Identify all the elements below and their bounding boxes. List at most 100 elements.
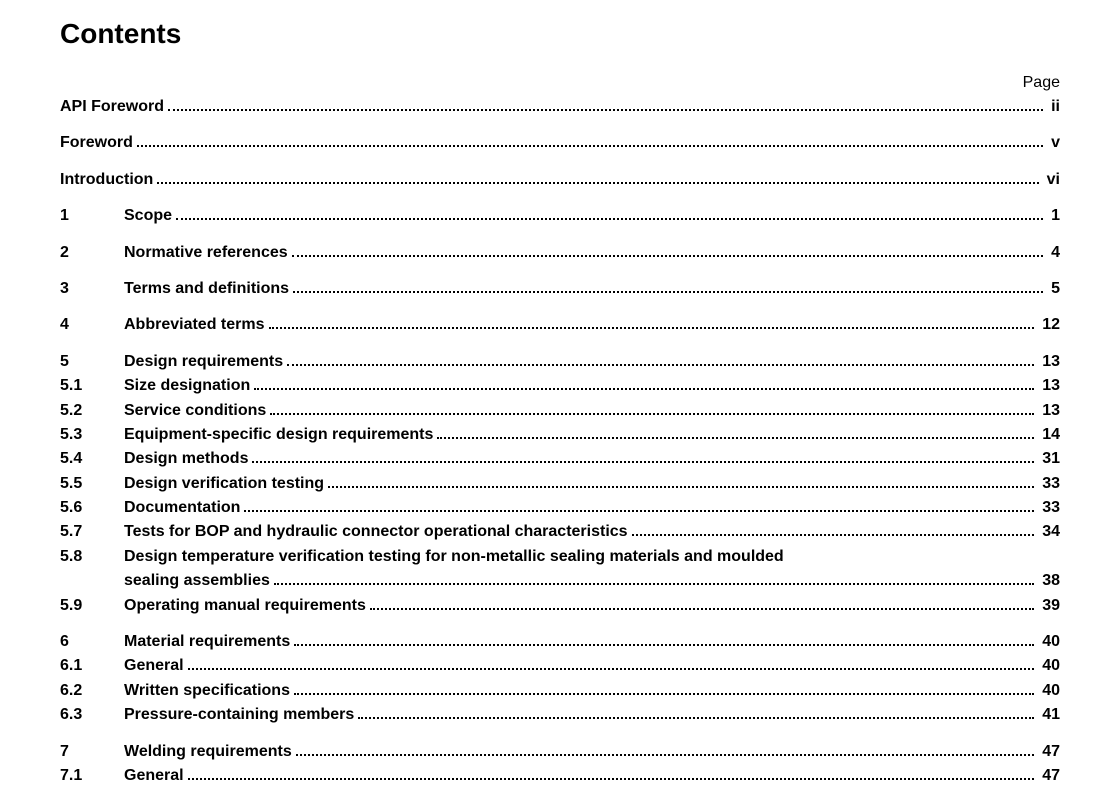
toc-title: Tests for BOP and hydraulic connector op…: [124, 521, 628, 543]
toc-leader: [188, 660, 1035, 671]
toc-page: 33: [1038, 473, 1060, 495]
toc-page: 1: [1047, 205, 1060, 227]
toc-page: 40: [1038, 680, 1060, 702]
toc-group: 4Abbreviated terms12: [60, 314, 1060, 336]
toc-row: 4Abbreviated terms12: [60, 314, 1060, 336]
toc-leader: [274, 574, 1034, 585]
toc-number: 2: [60, 242, 124, 264]
toc-leader: [269, 319, 1035, 330]
toc-number: 1: [60, 205, 124, 227]
toc-number: 6: [60, 631, 124, 653]
toc-number: 5.1: [60, 375, 124, 397]
toc-page: 12: [1038, 314, 1060, 336]
toc-page: 31: [1038, 448, 1060, 470]
toc-leader: [252, 453, 1034, 464]
toc-page: 47: [1038, 741, 1060, 763]
toc-leader: [294, 684, 1034, 695]
toc-row: 5.1Size designation13: [60, 375, 1060, 397]
toc-row: 6.2Written specifications40: [60, 680, 1060, 702]
toc-row: Introduction vi: [60, 169, 1060, 191]
toc-group: API Foreword ii: [60, 96, 1060, 118]
toc-number: 6.1: [60, 655, 124, 677]
toc-leader: [296, 745, 1034, 756]
toc-leader: [137, 137, 1043, 148]
toc-page: 39: [1038, 595, 1060, 617]
toc-row: 1Scope1: [60, 205, 1060, 227]
toc-row: 5.4Design methods 31: [60, 448, 1060, 470]
table-of-contents: API ForewordiiForewordvIntroductionvi1Sc…: [60, 96, 1060, 787]
toc-row: 7Welding requirements 47: [60, 741, 1060, 763]
toc-leader: [188, 769, 1035, 780]
toc-row: 5.2Service conditions13: [60, 400, 1060, 422]
toc-leader: [254, 379, 1034, 390]
toc-title: Design methods: [124, 448, 248, 470]
toc-leader: [244, 501, 1034, 512]
toc-row: 5.8Design temperature verification testi…: [60, 546, 1060, 568]
toc-row: 7.1General 47: [60, 765, 1060, 787]
toc-title: Design temperature verification testing …: [124, 546, 784, 568]
toc-page: 13: [1038, 351, 1060, 373]
toc-group: 1Scope1: [60, 205, 1060, 227]
toc-number: 4: [60, 314, 124, 336]
toc-title: Service conditions: [124, 400, 266, 422]
toc-group: 2Normative references4: [60, 242, 1060, 264]
toc-row: Foreword v: [60, 132, 1060, 154]
toc-number: 7.1: [60, 765, 124, 787]
toc-row: API Foreword ii: [60, 96, 1060, 118]
toc-row: 5.7Tests for BOP and hydraulic connector…: [60, 521, 1060, 543]
toc-number: 5.4: [60, 448, 124, 470]
toc-title: Documentation: [124, 497, 240, 519]
toc-leader: [292, 246, 1043, 257]
toc-title: Introduction: [60, 169, 153, 191]
toc-group: Introduction vi: [60, 169, 1060, 191]
toc-page: v: [1047, 132, 1060, 154]
toc-page: 34: [1038, 521, 1060, 543]
toc-group: Foreword v: [60, 132, 1060, 154]
toc-row: 3Terms and definitions5: [60, 278, 1060, 300]
toc-title: Design verification testing: [124, 473, 324, 495]
toc-row: 6.1General40: [60, 655, 1060, 677]
toc-leader: [328, 477, 1034, 488]
toc-page: 33: [1038, 497, 1060, 519]
toc-title: Terms and definitions: [124, 278, 289, 300]
toc-row: 5.3Equipment-specific design requirement…: [60, 424, 1060, 446]
toc-leader: [168, 100, 1043, 111]
toc-page: 47: [1038, 765, 1060, 787]
toc-leader: [287, 355, 1034, 366]
toc-leader: [157, 173, 1038, 184]
toc-row: 6Material requirements 40: [60, 631, 1060, 653]
toc-row: 6.3Pressure-containing members41: [60, 704, 1060, 726]
toc-leader: [294, 635, 1034, 646]
toc-page: ii: [1047, 96, 1060, 118]
page-column-label: Page: [60, 74, 1060, 92]
toc-page: vi: [1043, 169, 1060, 191]
toc-row: 5.5Design verification testing33: [60, 473, 1060, 495]
toc-title: General: [124, 765, 184, 787]
toc-number: 5.2: [60, 400, 124, 422]
toc-row: 5Design requirements13: [60, 351, 1060, 373]
toc-group: 6Material requirements406.1General406.2W…: [60, 631, 1060, 727]
toc-group: 3Terms and definitions5: [60, 278, 1060, 300]
toc-title: API Foreword: [60, 96, 164, 118]
toc-group: 5Design requirements135.1Size designatio…: [60, 351, 1060, 617]
toc-number: 5.9: [60, 595, 124, 617]
toc-page: 13: [1038, 375, 1060, 397]
toc-row: 5.9Operating manual requirements39: [60, 595, 1060, 617]
toc-page: 4: [1047, 242, 1060, 264]
toc-title: Material requirements: [124, 631, 290, 653]
toc-group: 7Welding requirements 47 7.1General 47: [60, 741, 1060, 787]
toc-title: Welding requirements: [124, 741, 292, 763]
toc-page: 40: [1038, 631, 1060, 653]
toc-number: 5.6: [60, 497, 124, 519]
toc-page: 41: [1038, 704, 1060, 726]
toc-leader: [632, 526, 1035, 537]
toc-title: Foreword: [60, 132, 133, 154]
toc-leader: [270, 404, 1034, 415]
toc-leader: [293, 282, 1043, 293]
toc-number: 5.3: [60, 424, 124, 446]
toc-number: 6.2: [60, 680, 124, 702]
toc-number: 7: [60, 741, 124, 763]
toc-number: 5.7: [60, 521, 124, 543]
toc-page: 40: [1038, 655, 1060, 677]
toc-title: Scope: [124, 205, 172, 227]
